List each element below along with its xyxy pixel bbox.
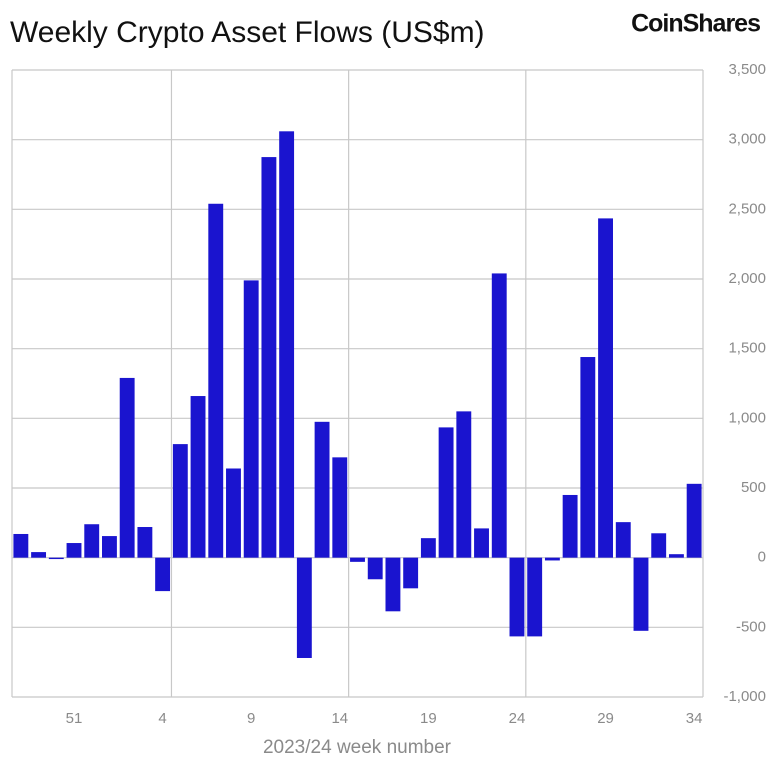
y-tick-label: 1,000 bbox=[728, 409, 766, 426]
bar bbox=[314, 421, 330, 558]
bar bbox=[633, 557, 649, 631]
bar bbox=[350, 557, 365, 562]
chart-title: Weekly Crypto Asset Flows (US$m) bbox=[10, 16, 485, 49]
x-tick-label: 4 bbox=[158, 710, 166, 727]
bar bbox=[226, 468, 241, 558]
x-axis-label: 2023/24 week number bbox=[263, 737, 452, 758]
bar bbox=[296, 557, 312, 658]
bar bbox=[544, 557, 560, 561]
y-tick-label: 500 bbox=[741, 479, 766, 496]
bar bbox=[190, 396, 206, 558]
bar bbox=[686, 483, 702, 558]
bar bbox=[385, 557, 401, 612]
bar bbox=[155, 557, 171, 592]
x-tick-label: 51 bbox=[66, 710, 83, 727]
bar bbox=[615, 522, 631, 558]
bar bbox=[474, 528, 489, 558]
bar bbox=[367, 557, 383, 580]
bar bbox=[137, 527, 153, 558]
bar bbox=[84, 524, 100, 558]
bar bbox=[13, 533, 29, 558]
bar bbox=[491, 273, 507, 558]
x-tick-label: 19 bbox=[420, 710, 437, 727]
bar bbox=[66, 543, 82, 558]
bar bbox=[509, 557, 525, 637]
x-tick-label: 24 bbox=[509, 710, 526, 727]
bar bbox=[31, 552, 47, 558]
x-tick-label: 14 bbox=[331, 710, 348, 727]
bar bbox=[562, 494, 578, 558]
y-tick-label: 0 bbox=[758, 549, 766, 566]
bar bbox=[208, 203, 224, 558]
y-tick-label: 2,000 bbox=[728, 270, 766, 287]
y-tick-label: 2,500 bbox=[728, 200, 766, 217]
bar bbox=[456, 411, 472, 558]
x-tick-label: 34 bbox=[686, 710, 703, 727]
bar bbox=[119, 377, 135, 558]
bar bbox=[403, 557, 419, 589]
y-tick-label: 1,500 bbox=[728, 340, 766, 357]
bar bbox=[420, 538, 436, 558]
y-tick-label: -500 bbox=[736, 618, 766, 635]
bar bbox=[261, 157, 277, 558]
x-tick-label: 9 bbox=[247, 710, 255, 727]
bar bbox=[332, 457, 348, 558]
bar bbox=[279, 131, 295, 558]
x-tick-label: 29 bbox=[597, 710, 614, 727]
bar bbox=[48, 557, 64, 560]
bar bbox=[438, 427, 454, 558]
bar bbox=[651, 533, 667, 558]
y-tick-label: -1,000 bbox=[723, 688, 766, 705]
bar bbox=[102, 536, 117, 558]
y-tick-label: 3,500 bbox=[728, 61, 766, 78]
bar bbox=[598, 218, 613, 558]
logo: CoinShares bbox=[631, 10, 760, 38]
y-tick-label: 3,000 bbox=[728, 131, 766, 148]
bar bbox=[243, 280, 259, 558]
bar bbox=[580, 357, 596, 558]
bar bbox=[527, 557, 543, 637]
bar bbox=[668, 554, 684, 558]
bar bbox=[172, 444, 188, 558]
